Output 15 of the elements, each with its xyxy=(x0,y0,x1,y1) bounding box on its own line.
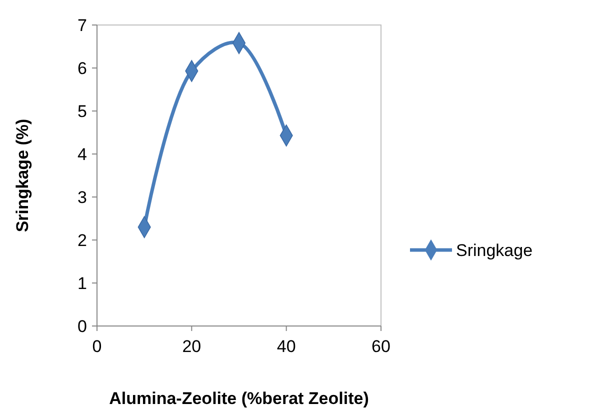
y-tick-label: 6 xyxy=(78,58,87,78)
x-tick-label: 0 xyxy=(92,337,102,356)
x-axis-title: Alumina-Zeolite (%berat Zeolite) xyxy=(109,389,369,408)
legend-label: Sringkage xyxy=(456,240,533,260)
x-tick-label: 40 xyxy=(276,337,296,356)
y-tick-label: 1 xyxy=(78,274,87,293)
x-tick-label: 20 xyxy=(182,337,202,356)
y-tick-label: 0 xyxy=(78,316,87,336)
y-tick-label: 5 xyxy=(78,102,87,121)
y-tick-label: 7 xyxy=(78,16,87,35)
y-tick-label: 3 xyxy=(78,188,87,207)
y-axis-title: Sringkage (%) xyxy=(13,118,32,232)
y-tick-label: 4 xyxy=(78,144,87,164)
y-tick-label: 2 xyxy=(78,230,87,250)
x-tick-label: 60 xyxy=(372,337,390,356)
